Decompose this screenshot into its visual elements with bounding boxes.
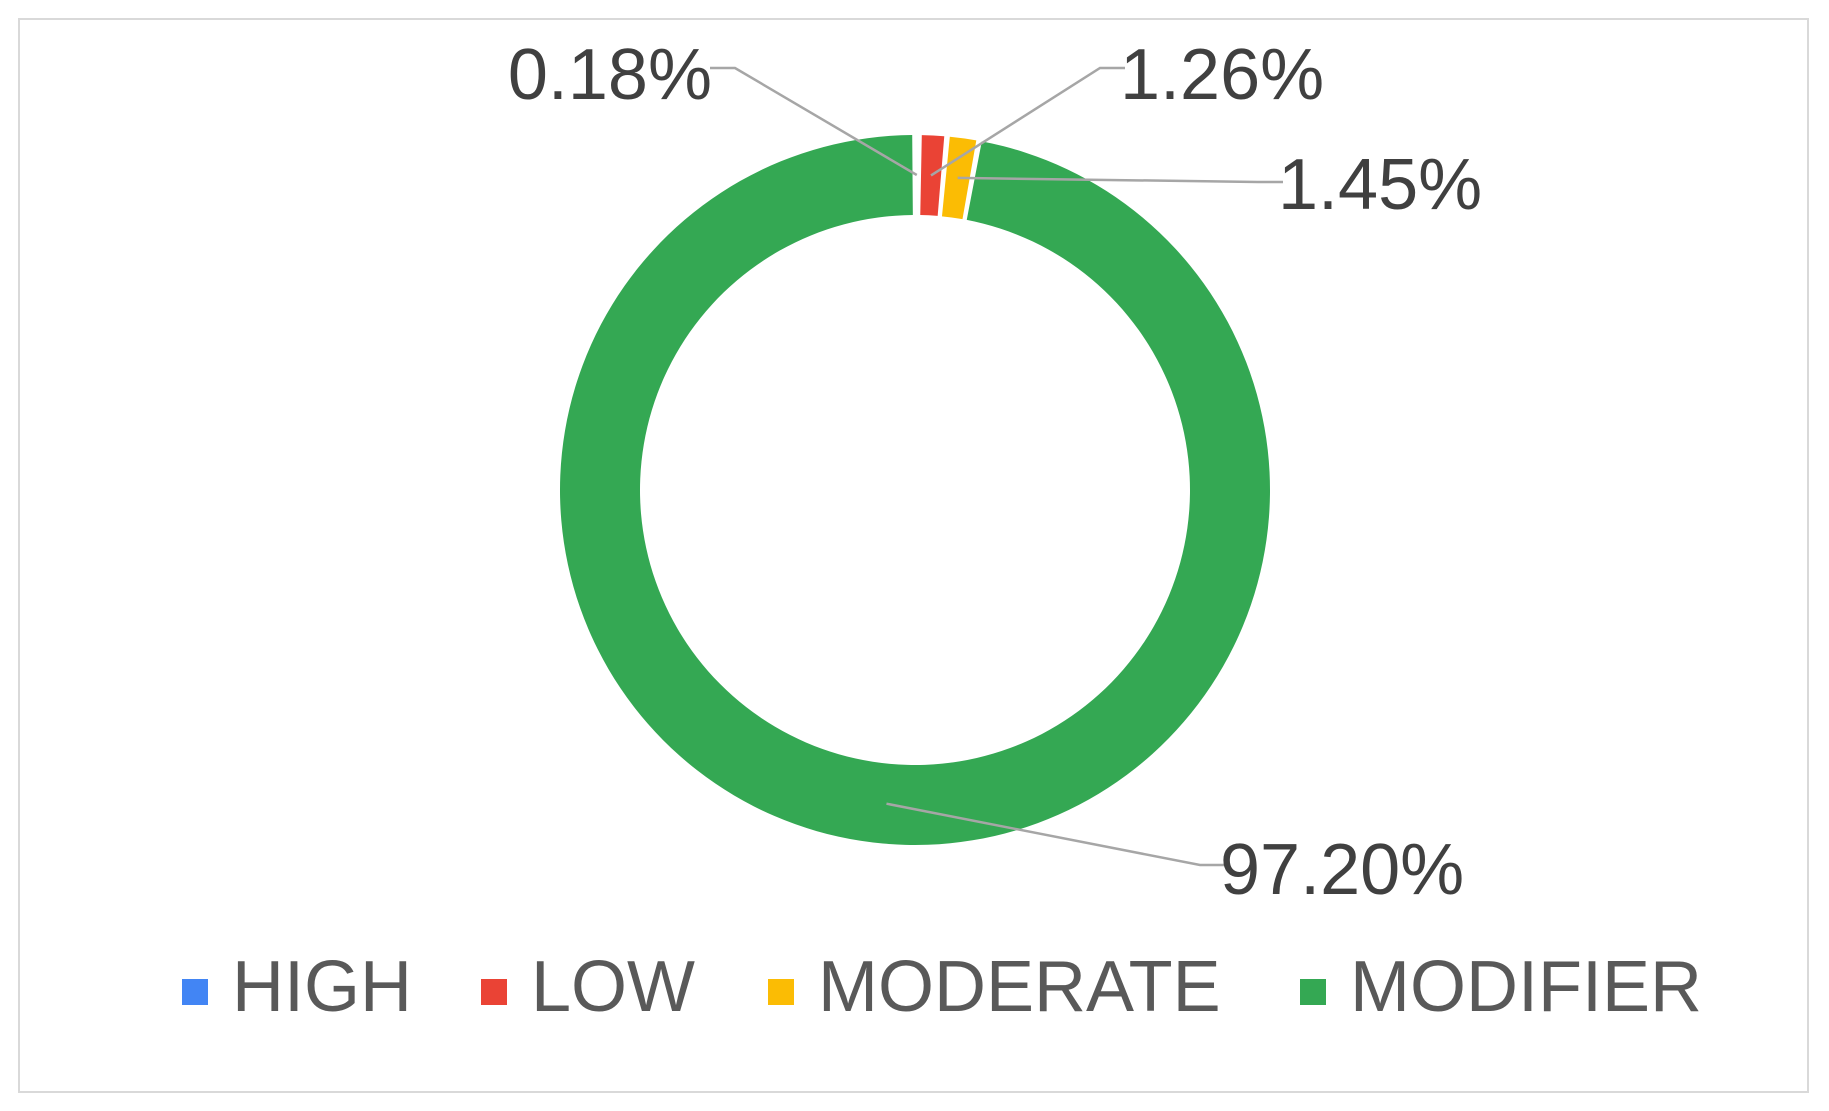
leader-line-moderate	[957, 176, 1283, 184]
doughnut-slices	[560, 135, 1270, 845]
data-labels: 0.18% 1.26% 1.45% 97.20%	[508, 35, 1482, 910]
slice-modifier	[560, 135, 1270, 845]
legend-swatch-low	[481, 979, 507, 1005]
leader-line-high	[710, 66, 918, 177]
leader-line-modifier	[886, 802, 1225, 867]
legend-label-moderate: MODERATE	[818, 947, 1221, 1027]
leader-lines	[710, 66, 1283, 867]
data-label-high: 0.18%	[508, 35, 712, 115]
legend-swatch-modifier	[1300, 979, 1326, 1005]
legend-label-modifier: MODIFIER	[1350, 947, 1702, 1027]
leader-line-low	[930, 66, 1125, 177]
legend-label-low: LOW	[531, 947, 695, 1027]
legend: HIGH LOW MODERATE MODIFIER	[182, 947, 1702, 1027]
data-label-moderate: 1.45%	[1278, 145, 1482, 225]
legend-swatch-high	[182, 979, 208, 1005]
legend-label-high: HIGH	[232, 947, 412, 1027]
data-label-low: 1.26%	[1120, 35, 1324, 115]
chart-frame	[18, 18, 1809, 1093]
data-label-modifier: 97.20%	[1220, 830, 1464, 910]
legend-swatch-moderate	[768, 979, 794, 1005]
